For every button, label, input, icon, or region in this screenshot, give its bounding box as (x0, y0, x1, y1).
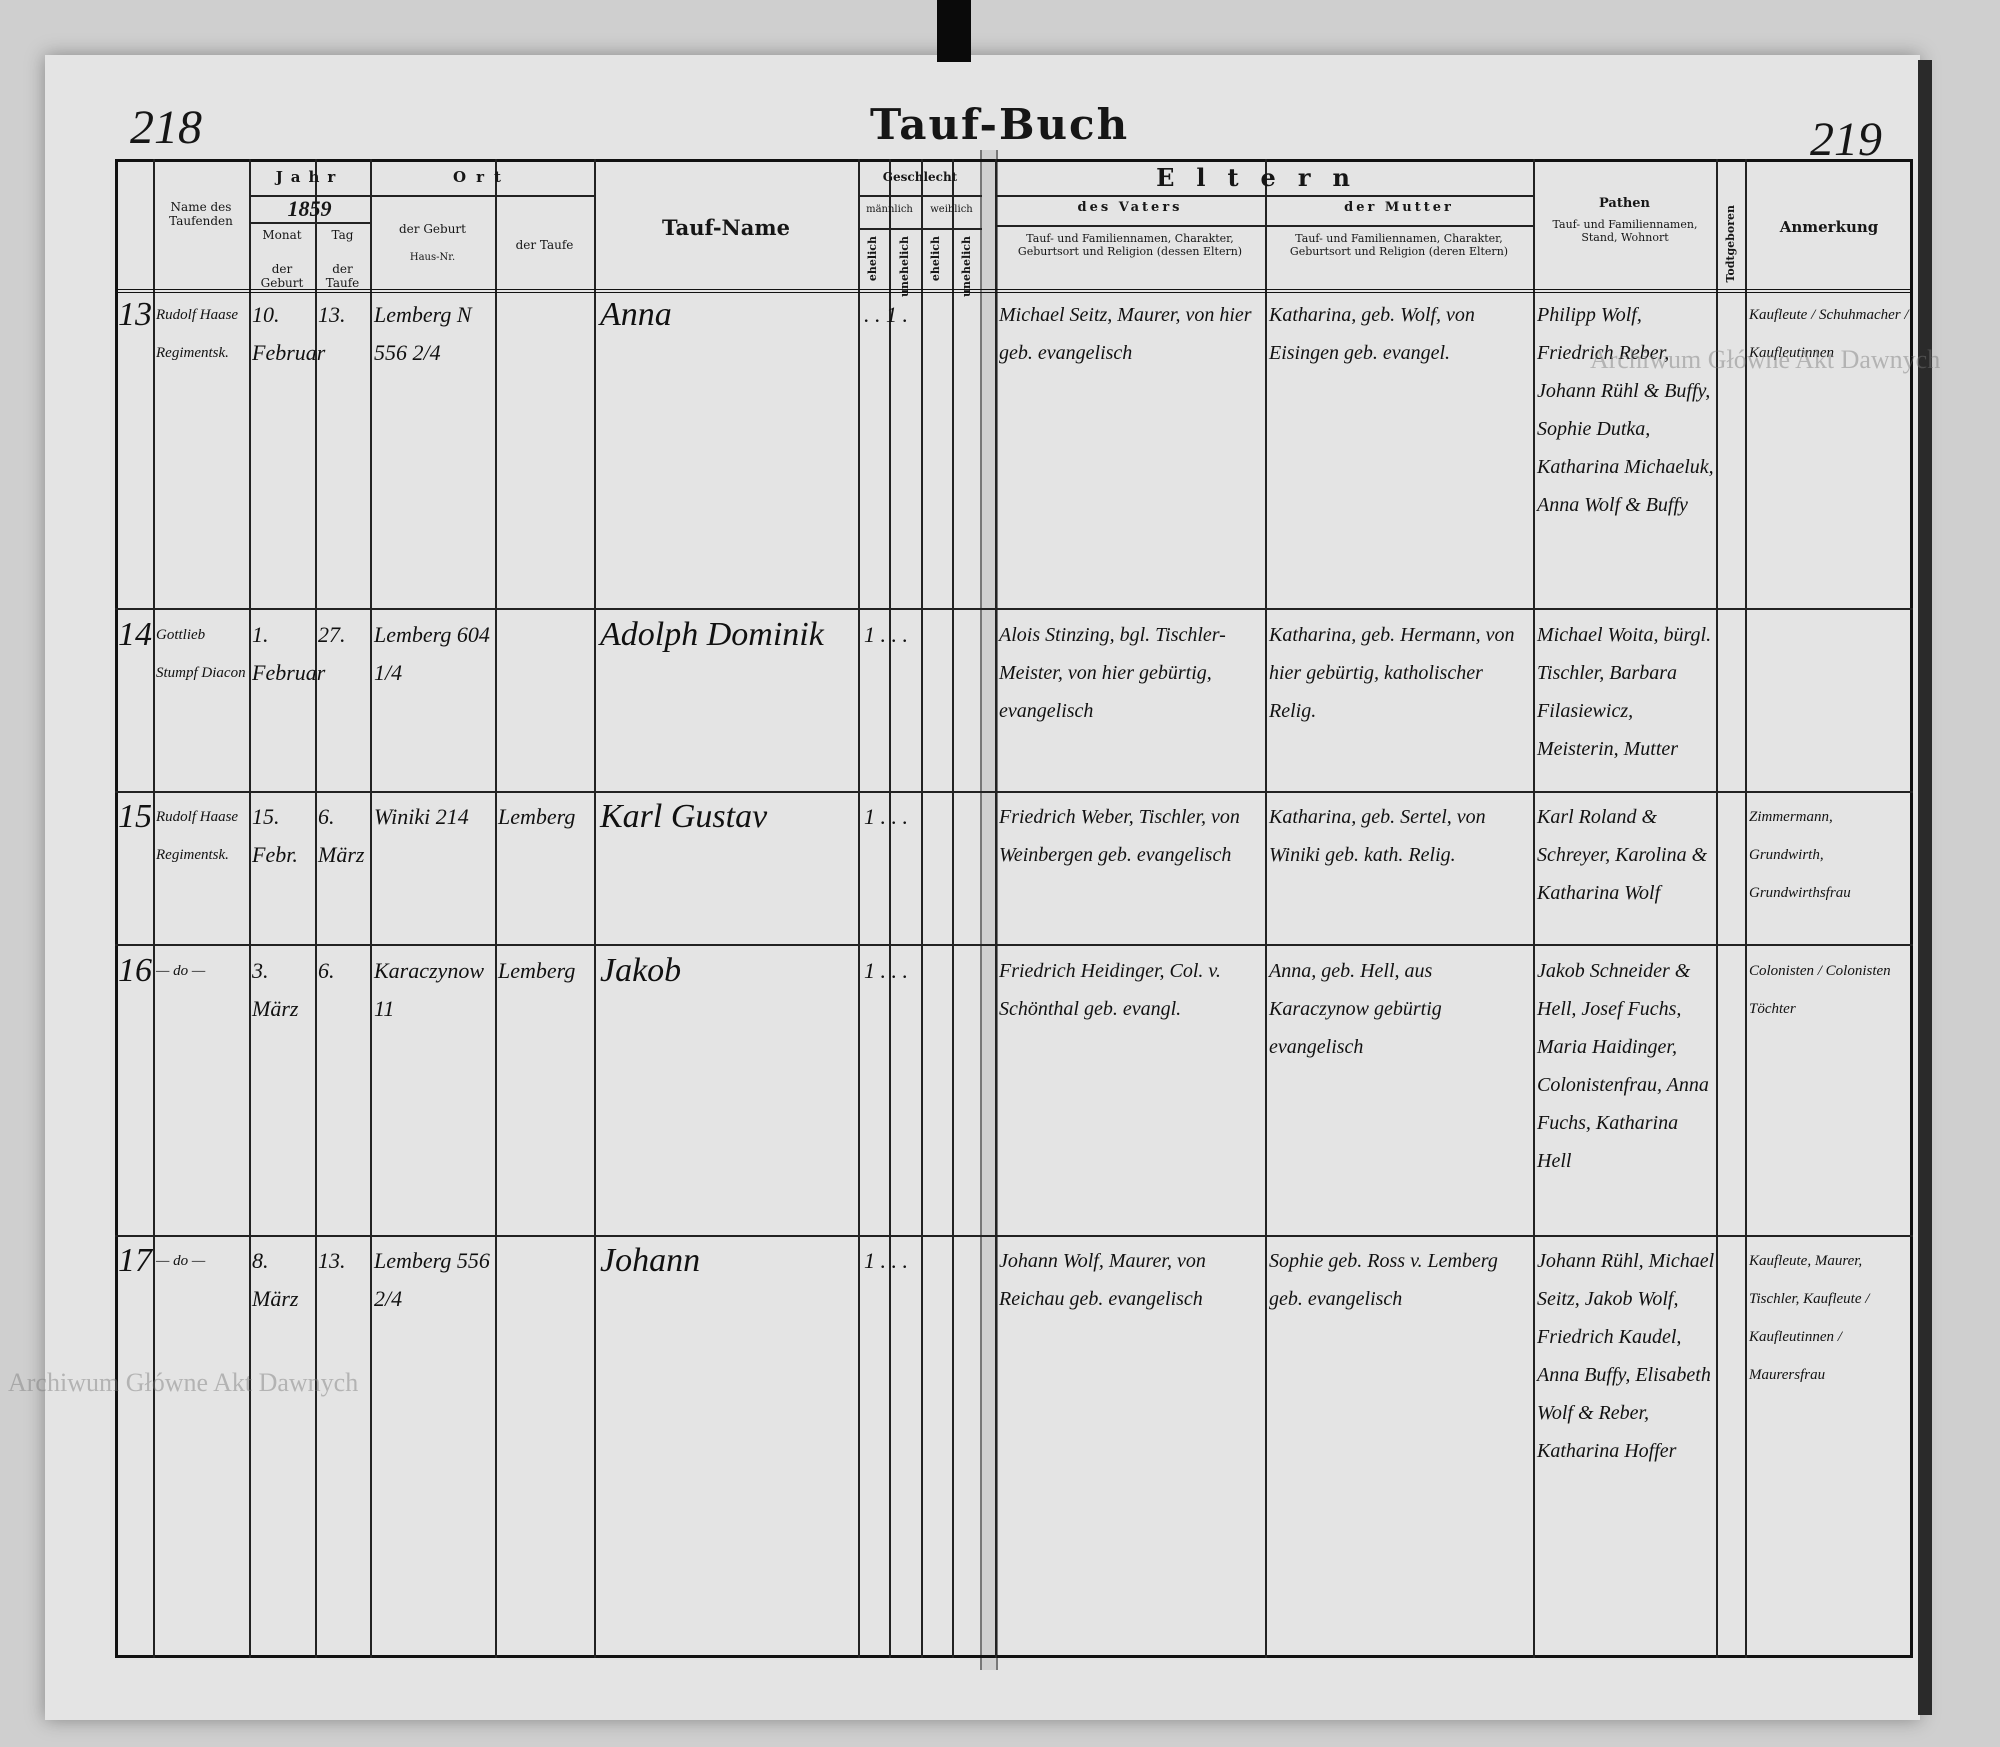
baptism-name: Anna (600, 296, 672, 333)
birth-place: Lemberg N 556 2/4 (374, 302, 472, 365)
header-jahr: Jahr (275, 168, 344, 186)
header-ort: Ort (453, 168, 511, 186)
birth-place: Winiki 214 (374, 804, 469, 829)
remarks: Zimmermann, Grundwirth, Grundwirthsfrau (1749, 809, 1851, 901)
book-spine (937, 0, 971, 62)
header-der-geburt: der Geburt (260, 262, 304, 291)
godparents: Karl Roland & Schreyer, Karolina & Katha… (1537, 806, 1708, 904)
header-ehelich-w: ehelich (929, 236, 942, 282)
header-eltern: Eltern (1156, 163, 1372, 192)
baptism-name: Adolph Dominik (600, 616, 824, 653)
header-unehelich-m: unehelich (898, 236, 911, 298)
sex-marks: 1 . . . (864, 804, 908, 829)
remarks: Kaufleute, Maurer, Tischler, Kaufleute /… (1749, 1253, 1870, 1383)
birth-place: Karaczynow 11 (374, 958, 484, 1021)
header-haus-nr: Haus-Nr. (409, 252, 456, 263)
mother-details: Sophie geb. Ross v. Lemberg geb. evangel… (1269, 1250, 1498, 1310)
header-monat: Monat (262, 228, 302, 242)
header-ehelich-m: ehelich (866, 236, 879, 282)
baptism-day: 13. (318, 1248, 346, 1273)
header-name: Name des Taufenden (169, 200, 233, 229)
mother-details: Katharina, geb. Sertel, von Winiki geb. … (1269, 806, 1486, 866)
header-der-taufe: der Taufe (325, 262, 360, 291)
father-details: Friedrich Heidinger, Col. v. Schönthal g… (999, 960, 1221, 1020)
officiant-name: — do — (156, 963, 206, 979)
godparents: Michael Woita, bürgl. Tischler, Barbara … (1537, 624, 1712, 760)
officiant-name: Rudolf Haase Regimentsk. (156, 809, 239, 863)
baptism-place: Lemberg (498, 958, 576, 983)
birth-place: Lemberg 556 2/4 (374, 1248, 490, 1311)
baptism-name: Karl Gustav (600, 798, 768, 835)
header-todtgeboren: Todtgeboren (1724, 205, 1737, 283)
sex-marks: 1 . . . (864, 622, 908, 647)
header-unehelich-w: unehelich (960, 236, 973, 298)
baptism-day: 6. März (318, 804, 365, 867)
header-maennlich: männlich (866, 204, 913, 215)
header-pathen: Pathen (1598, 196, 1651, 211)
header-ort-geburt: der Geburt (399, 222, 466, 236)
baptism-register-table (115, 159, 1913, 1658)
officiant-name: Rudolf Haase Regimentsk. (156, 307, 239, 361)
sex-marks: 1 . . . (864, 1248, 908, 1273)
officiant-name: Gottlieb Stumpf Diacon (156, 627, 246, 681)
father-details: Friedrich Weber, Tischler, von Weinberge… (999, 806, 1240, 866)
header-tag: Tag (331, 228, 354, 242)
baptism-day: 6. (318, 958, 335, 983)
page-gutter (980, 150, 998, 1670)
header-anmerkung: Anmerkung (1779, 218, 1879, 236)
entry-number: 13 (118, 296, 152, 333)
header-mutter: der Mutter (1344, 200, 1454, 215)
header-pathen-desc: Tauf- und Familiennamen, Stand, Wohnort (1552, 218, 1698, 245)
header-weiblich: weiblich (930, 204, 973, 215)
page-title: Tauf-Buch (870, 100, 1130, 149)
watermark-bottom: Archiwum Główne Akt Dawnych (8, 1368, 359, 1397)
birth-place: Lemberg 604 1/4 (374, 622, 490, 685)
birth-month: 8. März (252, 1248, 299, 1311)
father-details: Alois Stinzing, bgl. Tischler-Meister, v… (999, 624, 1226, 722)
header-ort-taufe: der Taufe (515, 238, 574, 252)
header-year: 1859 (287, 196, 332, 221)
remarks: Colonisten / Colonisten Töchter (1749, 963, 1891, 1017)
entry-number: 16 (118, 952, 152, 989)
header-vater: des Vaters (1077, 200, 1183, 215)
baptism-place: Lemberg (498, 804, 576, 829)
father-details: Johann Wolf, Maurer, von Reichau geb. ev… (999, 1250, 1206, 1310)
entry-number: 14 (118, 616, 152, 653)
father-details: Michael Seitz, Maurer, von hier geb. eva… (999, 304, 1252, 364)
mother-details: Katharina, geb. Wolf, von Eisingen geb. … (1269, 304, 1475, 364)
officiant-name: — do — (156, 1253, 206, 1269)
entry-number: 17 (118, 1242, 152, 1279)
baptism-day: 13. (318, 302, 346, 327)
mother-details: Anna, geb. Hell, aus Karaczynow gebürtig… (1269, 960, 1442, 1058)
watermark-top: Archiwum Główne Akt Dawnych (1590, 345, 1941, 374)
baptism-name: Johann (600, 1242, 701, 1279)
baptism-day: 27. (318, 622, 346, 647)
birth-month: 15. Febr. (252, 804, 298, 867)
birth-month: 10. Februar (252, 302, 326, 365)
godparents: Jakob Schneider & Hell, Josef Fuchs, Mar… (1537, 960, 1709, 1172)
header-mutter-desc: Tauf- und Familiennamen, Charakter, Gebu… (1289, 232, 1509, 259)
header-vater-desc: Tauf- und Familiennamen, Charakter, Gebu… (1017, 232, 1243, 259)
header-geschlecht: Geschlecht (882, 170, 958, 184)
book-edge (1918, 60, 1932, 1715)
sex-marks: 1 . . . (864, 958, 908, 983)
godparents: Johann Rühl, Michael Seitz, Jakob Wolf, … (1537, 1250, 1715, 1462)
baptism-name: Jakob (600, 952, 682, 989)
page-number-left: 218 (130, 101, 202, 154)
sex-marks: . . 1 . (864, 302, 908, 327)
header-tauf-name: Tauf-Name (662, 215, 790, 240)
entry-number: 15 (118, 798, 152, 835)
page-number-right: 219 (1810, 113, 1882, 166)
birth-month: 1. Februar (252, 622, 326, 685)
remarks: Kaufleute / Schuhmacher / Kaufleutinnen (1749, 307, 1909, 361)
birth-month: 3. März (252, 958, 299, 1021)
mother-details: Katharina, geb. Hermann, von hier gebürt… (1269, 624, 1515, 722)
godparents: Philipp Wolf, Friedrich Reber, Johann Rü… (1537, 304, 1714, 516)
